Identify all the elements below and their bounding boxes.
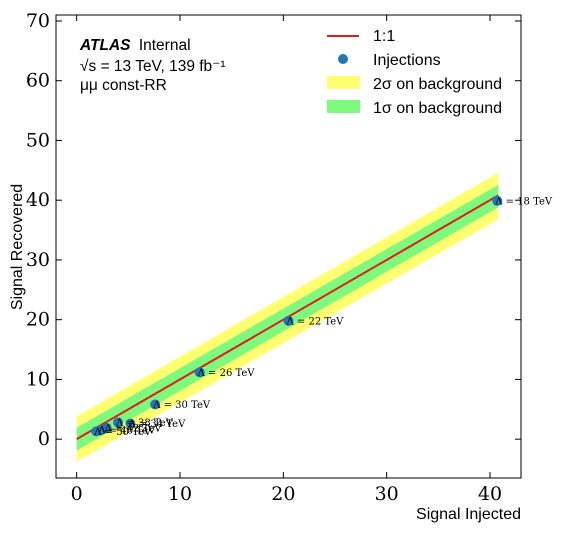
data-point xyxy=(113,417,123,428)
point-label: Λ = 38 TeV xyxy=(115,418,174,429)
svg-text:ATLAS Internal: ATLAS Internal xyxy=(79,37,191,54)
axes: 0 10 20 30 40 0 10 20 30 40 50 60 70 xyxy=(26,10,522,505)
y-tick-label: 50 xyxy=(26,129,50,151)
point-label: Λ = 26 TeV xyxy=(197,368,256,379)
legend-marker-swatch xyxy=(338,54,348,64)
legend-label-reference: 1:1 xyxy=(373,28,395,45)
data-point xyxy=(283,315,294,326)
energy-line: √s = 13 TeV, 139 fb⁻¹ xyxy=(80,58,226,75)
point-label: Λ = 34 TeV xyxy=(127,419,186,430)
point-label: Λ = 22 TeV xyxy=(286,316,345,327)
y-tick-label: 10 xyxy=(26,368,50,390)
legend: 1:1 Injections 2σ on background 1σ on ba… xyxy=(327,28,502,117)
point-label: Λ = 50 TeV xyxy=(93,427,152,438)
atlas-annotation: ATLAS Internal √s = 13 TeV, 139 fb⁻¹ μμ … xyxy=(79,37,226,94)
y-tick-label: 20 xyxy=(26,309,50,331)
legend-label-injections: Injections xyxy=(373,52,441,69)
x-axis-label: Signal Injected xyxy=(416,506,521,523)
y-tick-label: 60 xyxy=(26,70,50,92)
legend-label-1sigma: 1σ on background xyxy=(373,100,502,117)
legend-band-2sigma-swatch xyxy=(327,76,360,89)
data-points xyxy=(91,195,503,437)
legend-band-1sigma-swatch xyxy=(327,100,360,113)
y-axis-label: Signal Recovered xyxy=(9,184,26,310)
data-point xyxy=(492,195,503,206)
atlas-experiment: ATLAS xyxy=(79,37,131,54)
x-tick-label: 10 xyxy=(168,483,192,505)
legend-label-2sigma: 2σ on background xyxy=(373,76,502,93)
data-point xyxy=(125,418,136,429)
y-tick-label: 70 xyxy=(26,10,50,32)
y-tick-label: 30 xyxy=(26,249,50,271)
data-point xyxy=(91,426,102,437)
data-point xyxy=(150,399,161,410)
x-tick-label: 0 xyxy=(71,483,83,505)
y-tick-label: 0 xyxy=(38,428,50,450)
point-label: Λ = 30 TeV xyxy=(152,400,211,411)
y-tick-label: 40 xyxy=(26,189,50,211)
x-tick-label: 20 xyxy=(271,483,295,505)
x-tick-label: 30 xyxy=(375,483,399,505)
data-point xyxy=(194,367,205,378)
plot-frame xyxy=(55,14,522,479)
atlas-status: Internal xyxy=(139,37,191,54)
x-tick-label: 40 xyxy=(478,483,502,505)
point-label: Λ = 42 TeV xyxy=(104,423,163,434)
point-labels: Λ = 18 TeV Λ = 22 TeV Λ = 26 TeV Λ = 30 TeV… xyxy=(93,196,553,438)
point-label: Λ = 46 TeV xyxy=(97,426,156,437)
channel-line: μμ const-RR xyxy=(80,77,167,94)
point-label: Λ = 18 TeV xyxy=(494,196,553,207)
